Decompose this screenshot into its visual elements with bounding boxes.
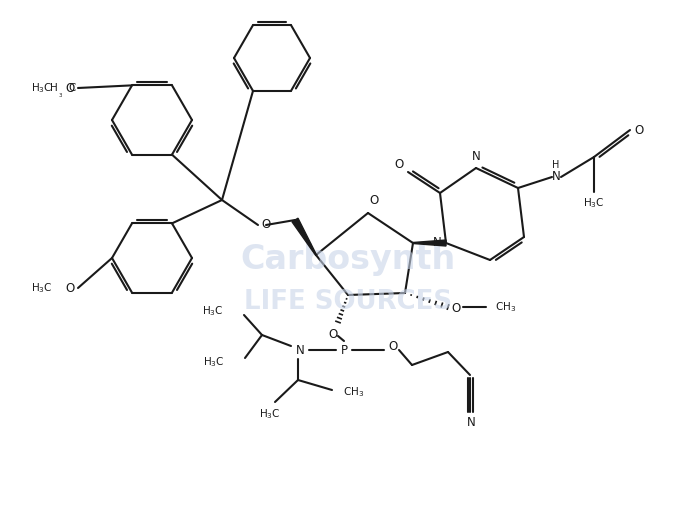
Text: O: O	[452, 303, 461, 316]
Text: H$_3$C: H$_3$C	[203, 304, 224, 318]
Text: H$_3$C: H$_3$C	[31, 81, 53, 95]
Text: O: O	[262, 218, 271, 231]
Text: H$_3$C: H$_3$C	[31, 281, 53, 295]
Text: N: N	[472, 150, 480, 162]
Text: LIFE SOURCES: LIFE SOURCES	[244, 289, 452, 315]
Polygon shape	[292, 218, 317, 255]
Text: H: H	[553, 160, 560, 170]
Text: O: O	[329, 328, 338, 341]
Text: N: N	[552, 171, 560, 184]
Text: Carbosynth: Carbosynth	[240, 243, 456, 277]
Text: O: O	[395, 158, 404, 171]
Text: H$_3$C: H$_3$C	[203, 355, 225, 369]
Text: O: O	[65, 82, 74, 95]
Text: H: H	[50, 83, 58, 93]
Text: CH$_3$: CH$_3$	[496, 300, 516, 314]
Text: CH$_3$: CH$_3$	[343, 385, 365, 399]
Text: H$_3$C: H$_3$C	[583, 196, 605, 210]
Polygon shape	[413, 240, 446, 246]
Text: O: O	[634, 123, 644, 136]
Text: O: O	[370, 194, 379, 207]
Text: O: O	[65, 281, 74, 294]
Text: $_3$: $_3$	[58, 90, 63, 99]
Text: N: N	[466, 417, 475, 430]
Text: P: P	[340, 344, 347, 357]
Text: H$_3$C: H$_3$C	[259, 407, 280, 421]
Text: N: N	[433, 237, 441, 250]
Text: N: N	[296, 344, 304, 357]
Text: O: O	[388, 341, 397, 354]
Text: C: C	[68, 83, 75, 93]
